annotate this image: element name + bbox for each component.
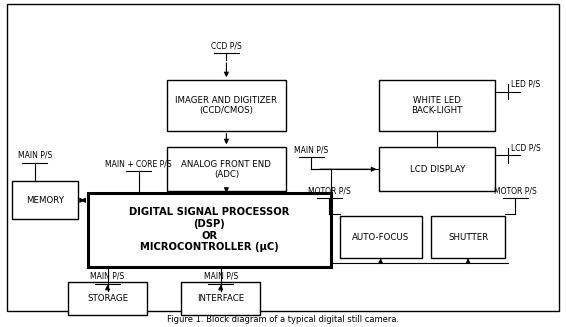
Text: AUTO-FOCUS: AUTO-FOCUS bbox=[352, 232, 409, 242]
Text: MAIN P/S: MAIN P/S bbox=[294, 145, 328, 154]
Text: WHITE LED
BACK-LIGHT: WHITE LED BACK-LIGHT bbox=[411, 96, 463, 115]
Text: IMAGER AND DIGITIZER
(CCD/CMOS): IMAGER AND DIGITIZER (CCD/CMOS) bbox=[175, 96, 277, 115]
Text: SHUTTER: SHUTTER bbox=[448, 232, 488, 242]
Bar bbox=[68, 282, 147, 315]
Text: CCD P/S: CCD P/S bbox=[211, 41, 242, 50]
Bar bbox=[167, 147, 286, 191]
Text: LED P/S: LED P/S bbox=[511, 80, 540, 89]
Text: MAIN P/S: MAIN P/S bbox=[91, 272, 125, 281]
Text: DIGITAL SIGNAL PROCESSOR
(DSP)
OR
MICROCONTROLLER (μC): DIGITAL SIGNAL PROCESSOR (DSP) OR MICROC… bbox=[129, 207, 290, 252]
Text: MOTOR P/S: MOTOR P/S bbox=[494, 186, 537, 195]
Bar bbox=[340, 216, 422, 258]
Text: MAIN + CORE P/S: MAIN + CORE P/S bbox=[105, 159, 172, 168]
Bar bbox=[181, 282, 260, 315]
Text: STORAGE: STORAGE bbox=[87, 294, 128, 303]
Text: Figure 1. Block diagram of a typical digital still camera.: Figure 1. Block diagram of a typical dig… bbox=[167, 315, 399, 324]
Text: LCD DISPLAY: LCD DISPLAY bbox=[410, 165, 465, 174]
Bar bbox=[379, 80, 495, 131]
Text: MAIN P/S: MAIN P/S bbox=[18, 151, 52, 160]
Text: MEMORY: MEMORY bbox=[26, 196, 64, 205]
Bar bbox=[431, 216, 505, 258]
Text: INTERFACE: INTERFACE bbox=[197, 294, 245, 303]
Bar bbox=[167, 80, 286, 131]
Bar bbox=[88, 193, 331, 267]
Bar bbox=[12, 181, 78, 219]
Text: LCD P/S: LCD P/S bbox=[511, 144, 541, 153]
Text: ANALOG FRONT END
(ADC): ANALOG FRONT END (ADC) bbox=[182, 160, 271, 179]
Text: MOTOR P/S: MOTOR P/S bbox=[308, 186, 351, 195]
Text: MAIN P/S: MAIN P/S bbox=[204, 272, 238, 281]
Bar bbox=[379, 147, 495, 191]
